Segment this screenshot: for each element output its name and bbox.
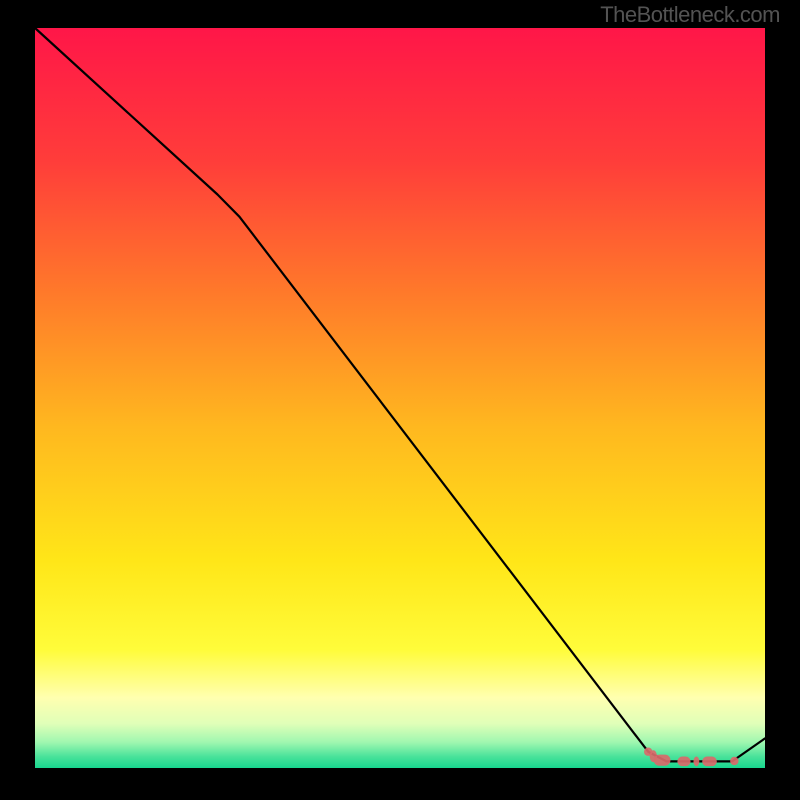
- chart-svg: [0, 0, 800, 800]
- marker-dot: [730, 757, 738, 765]
- marker-dash: [702, 757, 717, 767]
- marker-dash: [693, 757, 699, 767]
- marker-dash: [677, 757, 690, 767]
- chart-stage: TheBottleneck.com: [0, 0, 800, 800]
- plot-background: [35, 28, 765, 768]
- marker-dash: [654, 755, 671, 766]
